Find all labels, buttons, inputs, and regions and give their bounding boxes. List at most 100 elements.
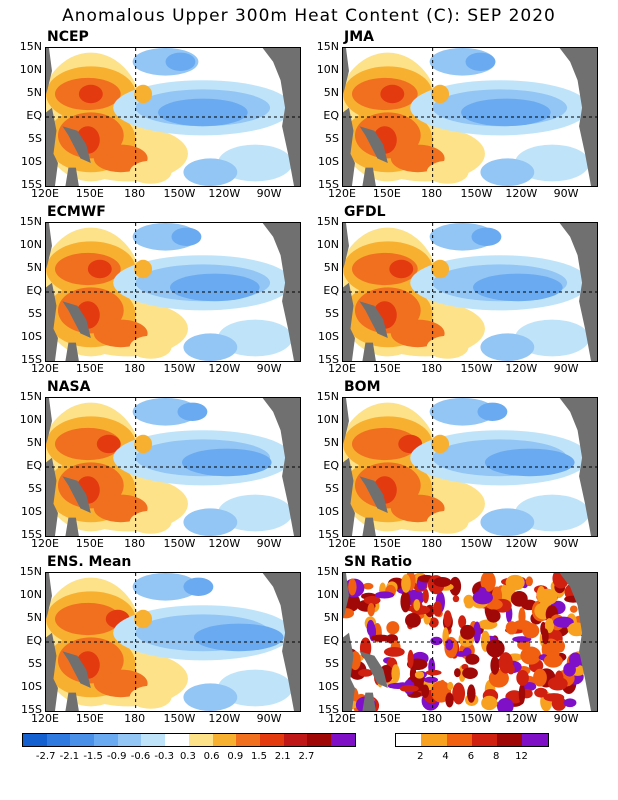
x-tick-label: 150W [163,187,196,200]
y-tick-label: 10S [21,330,42,343]
colorbar-swatch [46,734,71,746]
y-tick-label: 10S [318,155,339,168]
colorbar-swatch [396,734,422,746]
colorbar-swatch [117,734,142,746]
x-tick-label: 120W [208,537,241,550]
y-tick-label: 15N [316,40,339,53]
panel-title-jma: JMA [344,29,374,45]
colorbar-swatch [522,734,548,746]
y-tick-label: 15S [21,353,42,366]
x-tick-label: 120E [328,712,356,725]
x-tick-label: 150W [460,187,493,200]
x-tick-label: 180 [421,712,443,725]
colorbar-swatch [471,734,498,746]
y-tick-label: 15S [318,178,339,191]
y-tick-label: EQ [26,109,42,122]
y-tick-label: EQ [323,284,339,297]
colorbar-label: 0.6 [203,751,220,762]
y-tick-label: 10S [21,680,42,693]
x-tick-label: 180 [124,712,146,725]
x-tick-label: 180 [124,362,146,375]
colorbar-label: 0.3 [179,751,196,762]
y-tick-label: 10S [318,505,339,518]
colorbar-swatch [94,734,118,746]
x-tick-label: 90W [553,537,579,550]
x-tick-label: 150W [163,537,196,550]
y-tick-label: 5N [323,436,339,449]
y-tick-label: 15N [19,565,42,578]
x-tick-label: 180 [421,362,443,375]
y-tick-label: 10S [21,505,42,518]
x-tick-label: 150E [372,187,401,200]
y-tick-label: 5S [325,307,339,320]
y-tick-label: 5N [26,436,42,449]
colorbar-swatch [307,734,331,746]
x-tick-label: 120W [505,362,538,375]
y-tick-label: 15N [19,40,42,53]
map-panel-bom [342,397,598,537]
y-tick-label: 5S [325,657,339,670]
y-tick-label: 15S [318,528,339,541]
y-tick-label: 5N [323,261,339,274]
colorbar-label: 1.5 [251,751,267,762]
y-tick-label: 5N [26,261,42,274]
map-panel-ecmwf [45,222,301,362]
colorbar-swatch [236,734,260,746]
map-panel-gfdl [342,222,598,362]
y-tick-label: 15N [316,215,339,228]
y-tick-label: 15N [19,390,42,403]
y-tick-label: 15S [21,178,42,191]
y-tick-label: 5S [28,482,42,495]
map-panel-nasa [45,397,301,537]
x-tick-label: 180 [421,537,443,550]
x-tick-label: 90W [553,362,579,375]
colorbar-label: 0.9 [227,751,244,762]
colorbar-label: 8 [493,751,500,762]
x-tick-label: 120W [208,362,241,375]
map-panel-ens-mean [45,572,301,712]
colorbar-label: -1.5 [83,751,103,762]
x-tick-label: 90W [553,712,579,725]
colorbar-swatch [259,734,284,746]
x-tick-label: 150E [75,712,104,725]
y-tick-label: 15S [21,703,42,716]
x-tick-label: 120W [208,187,241,200]
x-tick-label: 90W [256,537,282,550]
y-tick-label: 5S [28,307,42,320]
y-tick-label: 10S [21,155,42,168]
y-tick-label: 10N [316,413,339,426]
colorbar-swatch [70,734,95,746]
colorbar-label: 2.7 [298,751,315,762]
y-tick-label: EQ [323,459,339,472]
y-tick-label: 5S [28,132,42,145]
y-tick-label: 5S [325,482,339,495]
anomaly-colorbar [22,733,356,747]
x-tick-label: 120W [505,187,538,200]
y-tick-label: EQ [323,109,339,122]
y-tick-label: 10N [316,238,339,251]
y-tick-label: 10N [316,588,339,601]
y-tick-label: 5N [323,611,339,624]
y-tick-label: 10N [19,588,42,601]
y-tick-label: 15N [316,565,339,578]
x-tick-label: 150E [75,537,104,550]
x-tick-label: 150E [75,187,104,200]
panel-title-ncep: NCEP [47,29,89,45]
x-tick-label: 150W [163,712,196,725]
colorbar-swatch [446,734,472,746]
x-tick-label: 120E [328,187,356,200]
x-tick-label: 90W [553,187,579,200]
x-tick-label: 150E [372,712,401,725]
panel-title-ens-mean: ENS. Mean [47,554,132,570]
map-sn-ratio [343,573,597,711]
y-tick-label: EQ [26,284,42,297]
figure-title: Anomalous Upper 300m Heat Content (C): S… [62,6,556,26]
y-tick-label: 5N [323,86,339,99]
y-tick-label: 15N [19,215,42,228]
y-tick-label: 10S [318,330,339,343]
y-tick-label: 10S [318,680,339,693]
colorbar-swatch [283,734,308,746]
colorbar-label: -0.3 [154,751,174,762]
colorbar-swatch [23,734,47,746]
x-tick-label: 120E [328,362,356,375]
